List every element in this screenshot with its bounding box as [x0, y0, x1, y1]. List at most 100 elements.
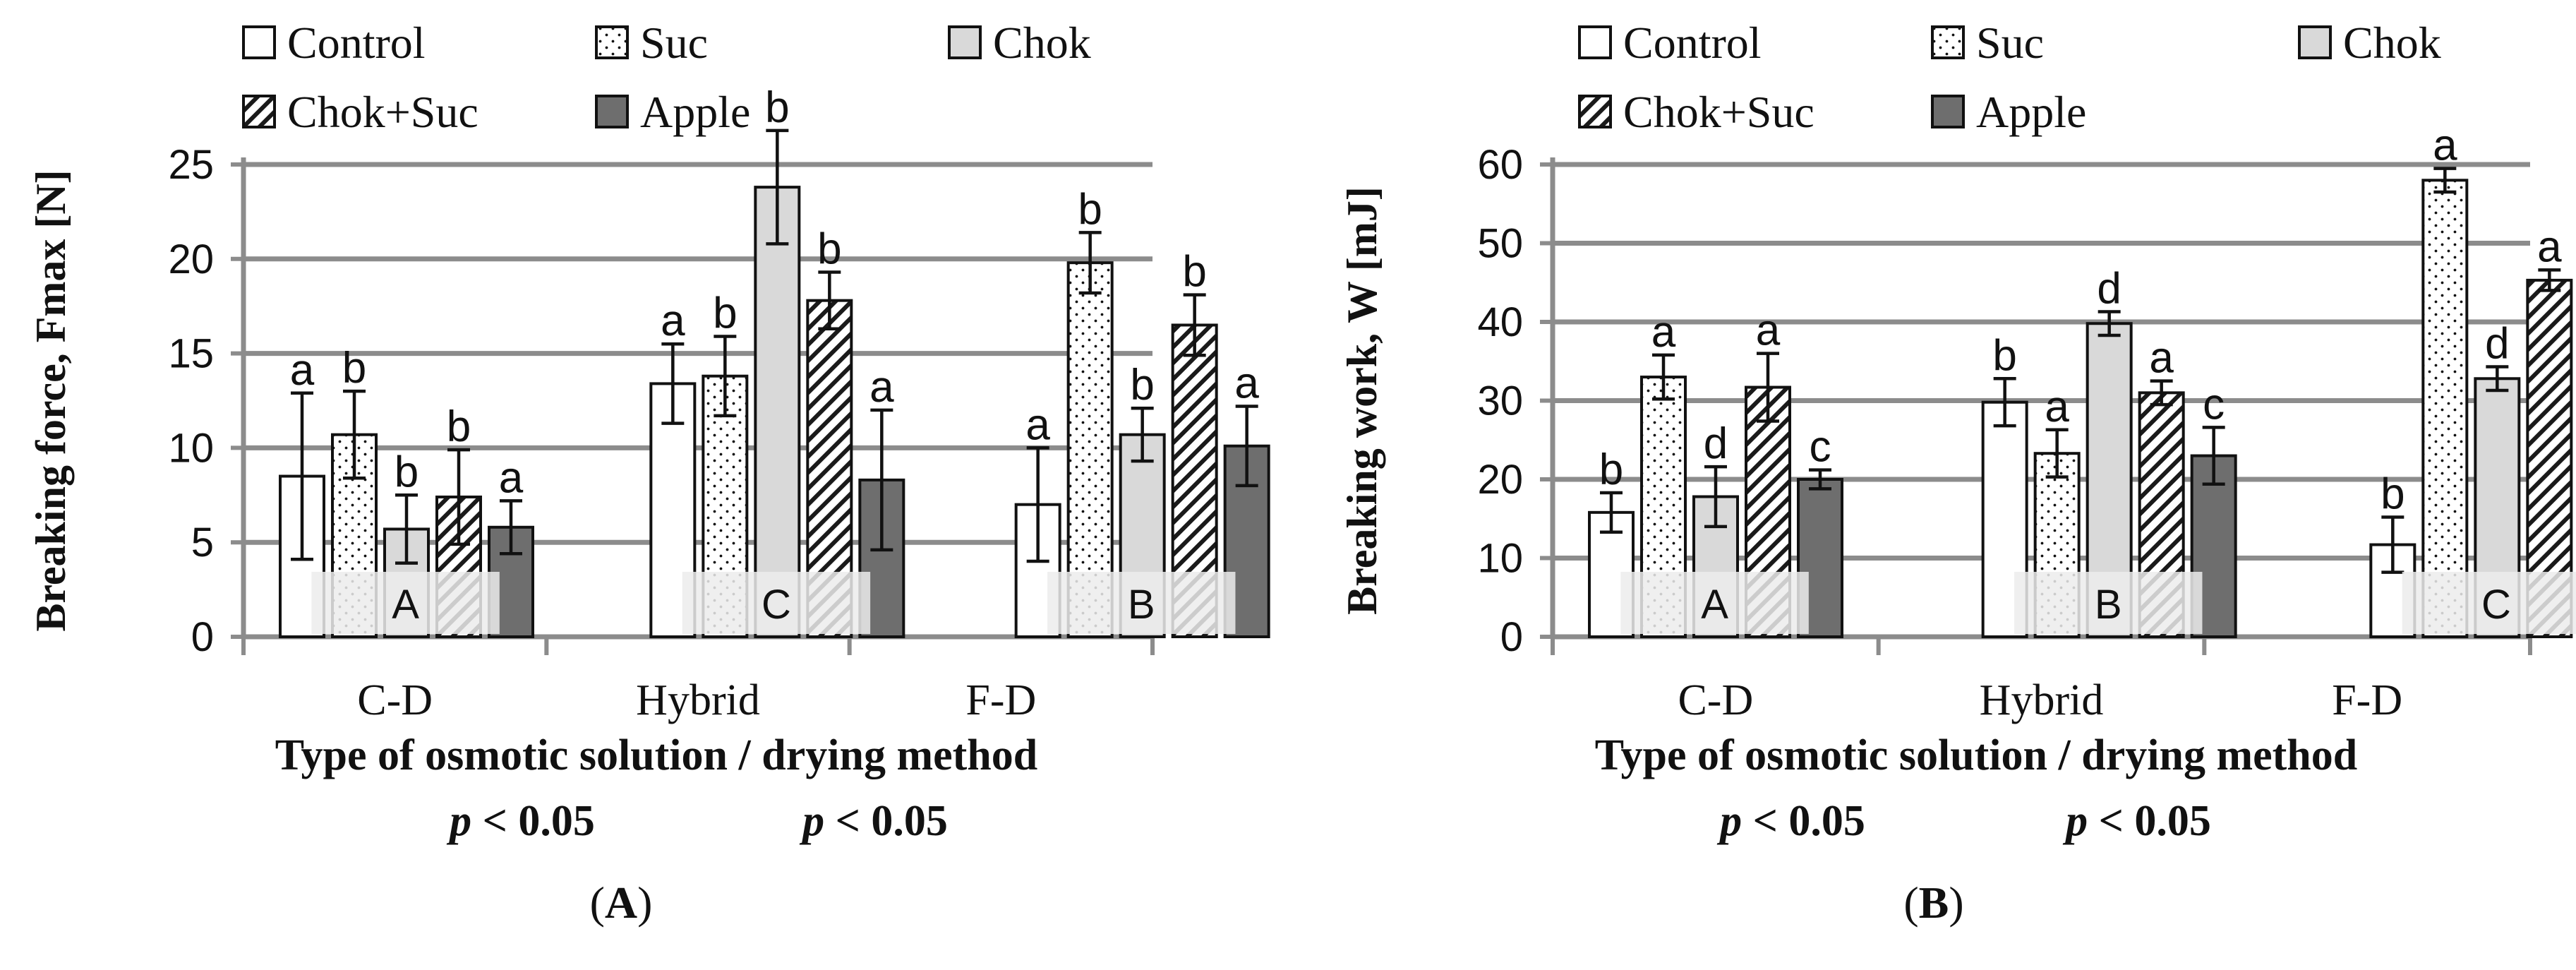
caption-letter: A: [605, 878, 637, 928]
caption-letter: B: [1919, 878, 1949, 928]
legend-swatch: [1578, 95, 1612, 128]
p-threshold: < 0.05: [471, 797, 595, 845]
group-letter: A: [1701, 582, 1728, 628]
y-axis-title: Breaking work, W [mJ]: [1339, 186, 1385, 615]
caption-close: ): [1949, 878, 1963, 928]
significance-letter: c: [1810, 423, 1831, 472]
chart-panel-b: 0102030405060badacAC-DbadacBHybridbadacC…: [1339, 18, 2576, 928]
legend-label: Control: [1623, 18, 1762, 68]
y-tick-label: 10: [168, 425, 214, 471]
significance-letter: a: [290, 346, 315, 395]
panel-caption: (B): [1903, 878, 1963, 928]
legend-label: Suc: [1976, 18, 2044, 68]
legend-label: Chok+Suc: [1623, 87, 1814, 137]
significance-letter: d: [2485, 320, 2509, 369]
bar: [754, 186, 801, 638]
group-letter-box: [682, 572, 871, 634]
significance-letter: a: [2045, 383, 2069, 431]
y-tick-label: 30: [1477, 378, 1523, 424]
significance-letter: a: [869, 363, 894, 412]
p-symbol: p: [1716, 797, 1742, 845]
significance-letter: a: [499, 453, 524, 502]
significance-letter: a: [2537, 222, 2562, 271]
significance-letter: b: [342, 344, 366, 393]
significance-letter: d: [1704, 419, 1728, 468]
legend-swatch: [595, 95, 629, 128]
group-letter-box: [1620, 572, 1809, 634]
group-letter: C: [2481, 582, 2511, 628]
group-letter-box: [2402, 572, 2576, 634]
significance-letter: a: [1756, 306, 1781, 355]
significance-letter: a: [661, 297, 685, 345]
significance-letter: b: [1599, 445, 1623, 494]
group-letter: A: [392, 582, 419, 628]
significance-letter: c: [2203, 380, 2225, 429]
legend-swatch: [2298, 25, 2332, 59]
legend: Control Suc Chok Chok+Suc Apple: [242, 18, 1091, 137]
p-value-note: p < 0.05: [446, 797, 595, 845]
bar: [2421, 179, 2469, 639]
legend: Control Suc Chok Chok+Suc Apple: [1578, 18, 2441, 137]
x-category-label: F-D: [2332, 676, 2402, 724]
legend-label: Suc: [640, 18, 708, 68]
p-value-note: p < 0.05: [799, 797, 948, 845]
group-letter-box: [311, 572, 500, 634]
legend-label: Chok+Suc: [287, 87, 479, 137]
group-letter-box: [1047, 572, 1236, 634]
x-category-label: C-D: [357, 676, 433, 724]
p-symbol: p: [799, 797, 824, 845]
significance-letter: b: [1078, 185, 1102, 234]
y-tick-label: 15: [168, 331, 214, 377]
significance-letter: b: [713, 289, 737, 338]
group-letter: C: [762, 582, 791, 628]
x-axis-title: Type of osmotic solution / drying method: [275, 731, 1037, 779]
y-tick-label: 20: [168, 236, 214, 282]
x-axis-title: Type of osmotic solution / drying method: [1595, 731, 2357, 779]
caption-open: (: [590, 878, 605, 928]
p-symbol: p: [2062, 797, 2088, 845]
legend-label: Chok: [993, 18, 1091, 68]
significance-letter: a: [1651, 308, 1676, 357]
significance-letter: b: [395, 448, 419, 496]
y-tick-label: 0: [1500, 614, 1523, 660]
legend-swatch: [595, 25, 629, 59]
y-tick-label: 5: [191, 520, 214, 565]
legend-swatch: [1931, 95, 1965, 128]
legend-swatch: [948, 25, 982, 59]
group-letter: B: [2095, 582, 2122, 628]
group-letter: B: [1128, 582, 1155, 628]
panel-caption: (A): [590, 878, 653, 928]
p-threshold: < 0.05: [1742, 797, 1865, 845]
significance-letter: b: [1130, 361, 1154, 409]
significance-letter: d: [2097, 265, 2121, 313]
significance-letter: a: [2433, 121, 2457, 170]
legend-label: Apple: [1976, 87, 2086, 137]
significance-letter: b: [1182, 248, 1206, 297]
y-tick-label: 60: [1477, 142, 1523, 188]
legend-swatch: [242, 25, 276, 59]
p-value-note: p < 0.05: [2062, 797, 2211, 845]
caption-open: (: [1903, 878, 1918, 928]
caption-close: ): [637, 878, 652, 928]
y-tick-label: 10: [1477, 536, 1523, 582]
group-letter-box: [2014, 572, 2203, 634]
significance-letter: b: [765, 83, 789, 132]
legend-swatch: [1931, 25, 1965, 59]
legend-label: Chok: [2343, 18, 2441, 68]
significance-letter: b: [1992, 331, 2016, 380]
legend-swatch: [242, 95, 276, 128]
y-tick-label: 25: [168, 142, 214, 188]
y-axis-title: Breaking force, Fmax [N]: [28, 169, 74, 631]
legend-swatch: [1578, 25, 1612, 59]
legend-label: Control: [287, 18, 426, 68]
p-symbol: p: [446, 797, 471, 845]
significance-letter: b: [817, 225, 841, 274]
y-tick-label: 40: [1477, 299, 1523, 345]
x-category-label: C-D: [1678, 676, 1753, 724]
significance-letter: b: [447, 402, 471, 451]
x-category-label: F-D: [965, 676, 1036, 724]
p-value-note: p < 0.05: [1716, 797, 1865, 845]
p-threshold: < 0.05: [824, 797, 948, 845]
